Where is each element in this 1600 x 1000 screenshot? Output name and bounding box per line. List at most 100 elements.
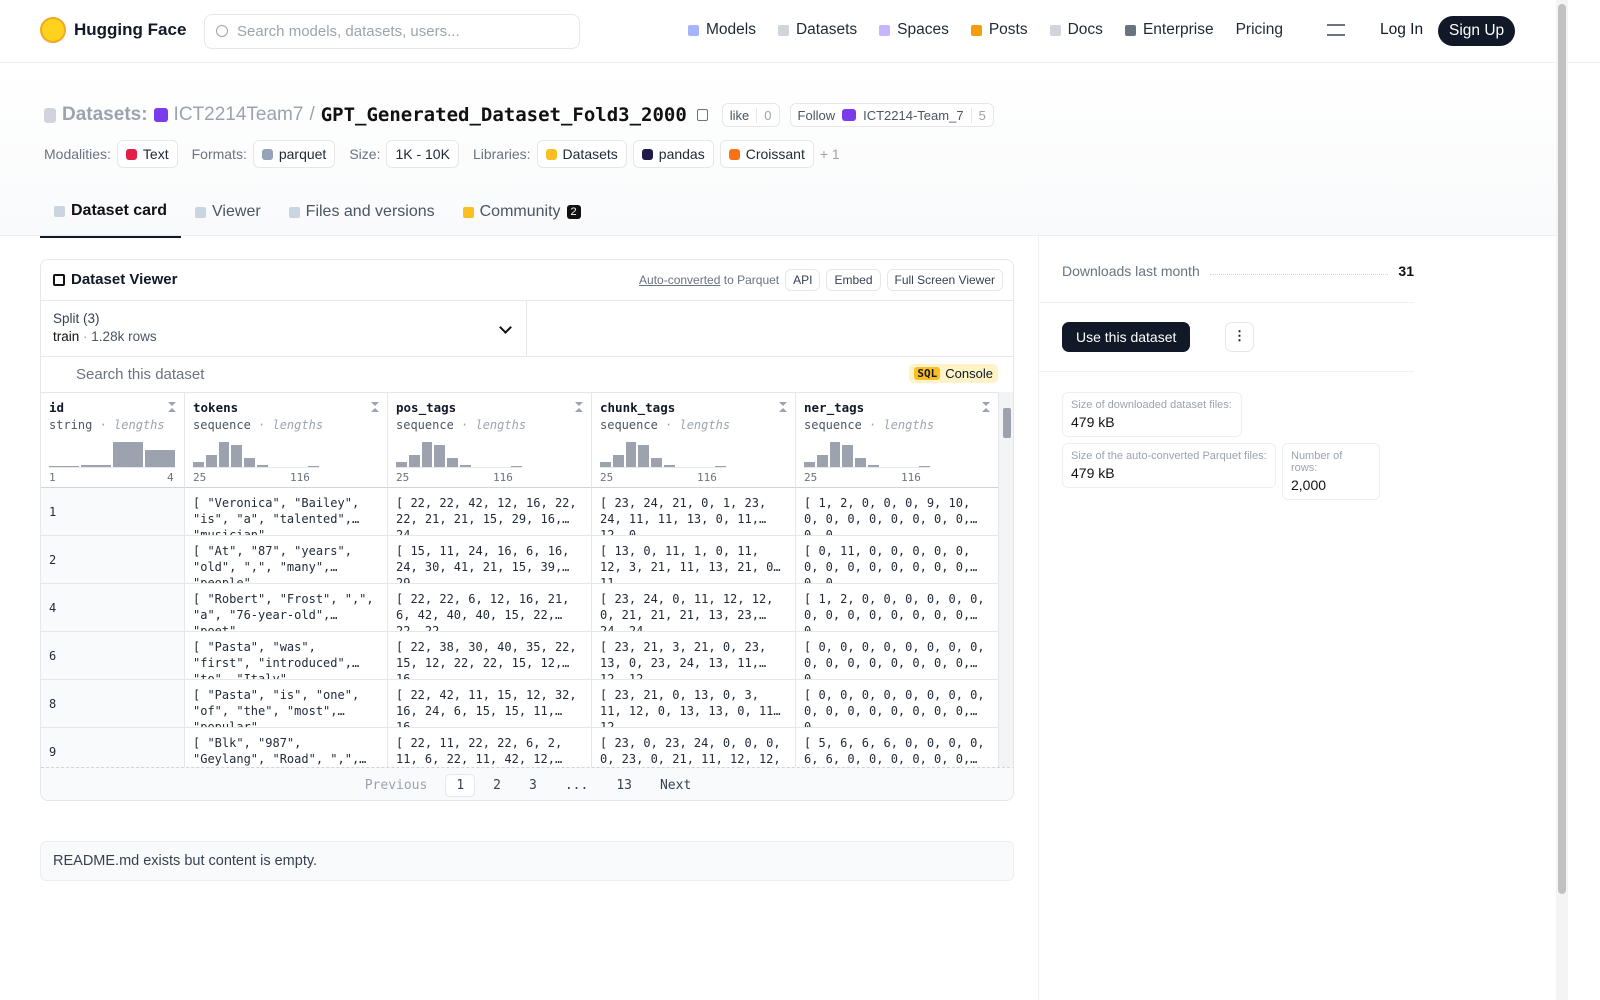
tab[interactable]: Files and versions [275, 196, 449, 238]
login[interactable]: Log In [1380, 21, 1424, 38]
cell[interactable]: [ 22, 38, 30, 40, 35, 22, 15, 12, 22, 22… [388, 632, 592, 680]
split-select[interactable]: Split (3) train · 1.28k rows [41, 300, 527, 356]
cell[interactable]: [ "Pasta", "is", "one", "of", "the", "mo… [185, 680, 388, 728]
sort-icon[interactable] [168, 402, 176, 412]
cell[interactable]: [ 23, 24, 21, 0, 1, 23, 24, 11, 11, 13, … [592, 488, 796, 536]
nav-item[interactable]: Docs [1049, 21, 1103, 39]
row-id[interactable]: 8 [41, 680, 185, 728]
cell[interactable]: [ 0, 0, 0, 0, 0, 0, 0, 0, 0, 0, 0, 0, 0,… [796, 680, 999, 728]
cell[interactable]: [ 15, 11, 24, 16, 6, 16, 24, 30, 41, 21,… [388, 536, 592, 584]
cell[interactable]: [ 0, 0, 0, 0, 0, 0, 0, 0, 0, 0, 0, 0, 0,… [796, 632, 999, 680]
nav-item[interactable]: Posts [970, 21, 1028, 39]
cell[interactable]: [ 23, 24, 0, 11, 12, 12, 0, 21, 21, 21, … [592, 584, 796, 632]
tag[interactable]: Croissant [719, 140, 814, 168]
cell[interactable]: [ 22, 42, 11, 15, 12, 32, 16, 24, 6, 15,… [388, 680, 592, 728]
hist-max: 116 [493, 471, 513, 484]
site-search[interactable]: Search models, datasets, users... [204, 14, 580, 49]
cell[interactable]: [ 22, 22, 42, 12, 16, 22, 22, 21, 21, 15… [388, 488, 592, 536]
auto-converted-link[interactable]: Auto-converted [639, 273, 721, 287]
cell[interactable]: [ "Robert", "Frost", ",", "a", "76-year-… [185, 584, 388, 632]
next[interactable]: Next [659, 777, 692, 793]
cell[interactable]: [ "Pasta", "was", "first", "introduced",… [185, 632, 388, 680]
cell[interactable]: [ 22, 11, 22, 22, 6, 2, 11, 6, 22, 11, 4… [388, 728, 592, 767]
sort-icon[interactable] [779, 402, 787, 412]
org-avatar [842, 109, 857, 121]
api-button[interactable]: API [785, 269, 821, 291]
page-scrollbar[interactable] [1556, 0, 1568, 1000]
split-label: Split (3) [53, 311, 100, 326]
tag-text: Text [142, 146, 169, 162]
tag[interactable]: pandas [632, 140, 714, 168]
use-dataset-button[interactable]: Use this dataset [1062, 322, 1191, 352]
tag[interactable]: Datasets [536, 140, 627, 168]
full-screen-button[interactable]: Full Screen Viewer [886, 269, 1003, 291]
like-count: 0 [756, 107, 778, 123]
sort-icon[interactable] [982, 402, 990, 412]
column-dtype: sequence [600, 418, 658, 432]
column-header[interactable]: ner_tags sequence · lengths 25 116 [796, 393, 999, 488]
cell[interactable]: [ "At", "87", "years", "old", ",", "many… [185, 536, 388, 584]
nav-item[interactable]: Pricing [1236, 21, 1283, 39]
cell[interactable]: [ 0, 11, 0, 0, 0, 0, 0, 0, 0, 0, 0, 0, 0… [796, 536, 999, 584]
column-header[interactable]: id string · lengths 1 4 [41, 393, 185, 488]
embed-button[interactable]: Embed [826, 269, 881, 291]
row-id[interactable]: 6 [41, 632, 185, 680]
cell[interactable]: [ 22, 22, 6, 12, 16, 21, 6, 42, 40, 40, … [388, 584, 592, 632]
cell[interactable]: [ "Blk", "987", "Geylang", "Road", ",", … [185, 728, 388, 767]
sort-icon[interactable] [371, 402, 379, 412]
repo-prefix[interactable]: Datasets: [62, 104, 148, 125]
column-header[interactable]: pos_tags sequence · lengths 25 116 [388, 393, 592, 488]
cell[interactable]: [ 13, 0, 11, 1, 0, 11, 12, 3, 21, 11, 13… [592, 536, 796, 584]
cell[interactable]: [ 1, 2, 0, 0, 0, 0, 0, 0, 0, 0, 0, 0, 0,… [796, 584, 999, 632]
scroll-thumb[interactable] [1003, 408, 1011, 438]
sql-console[interactable]: SQL Console [909, 364, 998, 383]
copy-icon[interactable] [696, 109, 708, 121]
more-button[interactable]: ⋮ [1225, 322, 1254, 352]
sort-icon[interactable] [575, 402, 583, 412]
cell[interactable]: [ "Veronica", "Bailey", "is", "a", "tale… [185, 488, 388, 536]
tags-more[interactable]: + 1 [819, 146, 840, 162]
tab[interactable]: Community 2 [449, 196, 595, 238]
cell[interactable]: [ 5, 6, 6, 6, 0, 0, 0, 0, 6, 6, 0, 0, 0,… [796, 728, 999, 767]
follow-button[interactable]: Follow ICT2214-Team_7 5 [789, 103, 994, 127]
nav-item[interactable]: Datasets [777, 21, 857, 39]
nav-item[interactable]: Models [688, 21, 756, 39]
nav-item[interactable]: Enterprise [1124, 21, 1214, 39]
tag[interactable]: 1K - 10K [386, 140, 459, 168]
column-header[interactable]: chunk_tags sequence · lengths 25 116 [592, 393, 796, 488]
like-button[interactable]: like 0 [721, 103, 780, 127]
row-id[interactable]: 2 [41, 536, 185, 584]
column-header[interactable]: tokens sequence · lengths 25 116 [185, 393, 388, 488]
tag[interactable]: Text [116, 140, 178, 168]
cell[interactable]: [ 1, 2, 0, 0, 0, 9, 10, 0, 0, 0, 0, 0, 0… [796, 488, 999, 536]
tag[interactable]: parquet [252, 140, 336, 168]
row-id[interactable]: 4 [41, 584, 185, 632]
repo-name[interactable]: GPT_Generated_Dataset_Fold3_2000 [320, 104, 687, 126]
auto-converted[interactable]: Auto-converted to Parquet [639, 273, 779, 287]
cell[interactable]: [ 23, 21, 3, 21, 0, 23, 13, 0, 23, 24, 1… [592, 632, 796, 680]
page[interactable]: 2 [493, 777, 501, 793]
row-id[interactable]: 1 [41, 488, 185, 536]
page[interactable]: 1 [445, 773, 476, 797]
repo-owner[interactable]: ICT2214Team7 [173, 104, 304, 125]
tab[interactable]: Viewer [181, 196, 275, 238]
dataset-search[interactable]: Search this dataset [41, 356, 1013, 392]
nav-item[interactable]: Spaces [879, 21, 949, 39]
page[interactable]: 13 [616, 777, 632, 793]
cell[interactable]: [ 23, 0, 23, 24, 0, 0, 0, 0, 23, 0, 21, … [592, 728, 796, 767]
signup[interactable]: Sign Up [1438, 16, 1516, 46]
table-scrollbar[interactable] [999, 392, 1013, 767]
page[interactable]: ... [564, 777, 589, 793]
previous[interactable]: Previous [364, 777, 428, 793]
row-id[interactable]: 9 [41, 728, 185, 767]
page[interactable]: 3 [529, 777, 537, 793]
page-scroll-thumb[interactable] [1558, 4, 1566, 894]
menu-icon[interactable] [1327, 24, 1345, 36]
tab[interactable]: Dataset card [40, 196, 182, 238]
cell[interactable]: [ 23, 21, 0, 13, 0, 3, 11, 12, 0, 13, 13… [592, 680, 796, 728]
hist-bar [855, 458, 866, 467]
logo[interactable]: Hugging Face [40, 17, 186, 43]
nav-icon [777, 24, 789, 36]
hist-bar [612, 455, 624, 467]
